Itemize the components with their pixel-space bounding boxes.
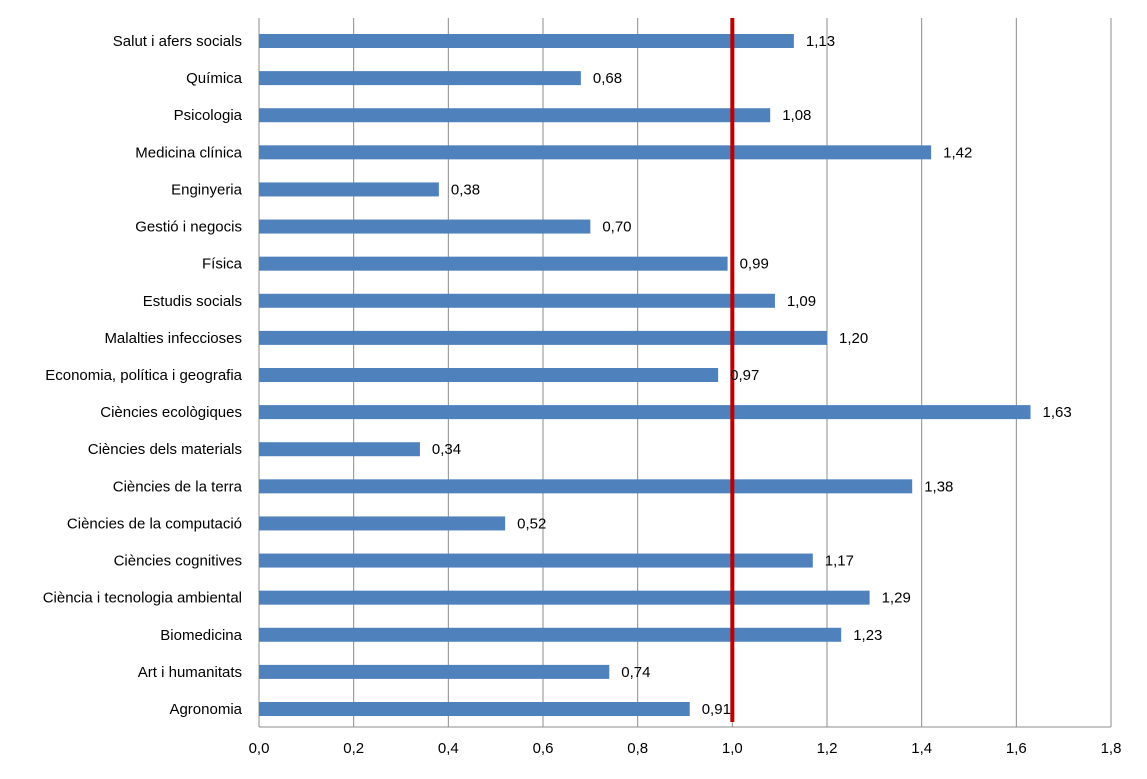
x-tick-label: 0,6 bbox=[533, 740, 554, 757]
category-label: Ciències cognitives bbox=[114, 553, 242, 570]
category-label: Química bbox=[186, 70, 243, 87]
x-tick-label: 0,4 bbox=[438, 740, 459, 757]
category-label: Ciències dels materials bbox=[88, 441, 242, 458]
category-label: Ciències de la terra bbox=[113, 478, 243, 495]
bar bbox=[259, 256, 728, 271]
data-label: 0,70 bbox=[602, 219, 631, 236]
bar bbox=[259, 219, 591, 234]
bar bbox=[259, 479, 913, 494]
category-label: Ciències de la computació bbox=[67, 515, 242, 532]
data-label: 0,68 bbox=[593, 70, 622, 87]
data-label: 0,38 bbox=[451, 181, 480, 198]
bar bbox=[259, 293, 775, 308]
x-tick-label: 1,4 bbox=[911, 740, 932, 757]
data-label: 0,99 bbox=[740, 256, 769, 273]
data-label: 0,97 bbox=[730, 367, 759, 384]
category-label: Ciències ecològiques bbox=[100, 404, 242, 421]
category-label: Agronomia bbox=[169, 701, 242, 718]
data-label: 1,29 bbox=[882, 590, 911, 607]
category-label: Enginyeria bbox=[171, 181, 243, 198]
category-label: Medicina clínica bbox=[135, 144, 242, 161]
data-label: 0,52 bbox=[517, 515, 546, 532]
category-label: Economia, política i geografia bbox=[45, 367, 242, 384]
data-label: 0,74 bbox=[621, 664, 650, 681]
bar bbox=[259, 627, 842, 642]
x-tick-label: 1,8 bbox=[1101, 740, 1122, 757]
bar bbox=[259, 368, 719, 382]
category-label: Art i humanitats bbox=[138, 664, 242, 681]
data-label: 1,17 bbox=[825, 553, 854, 570]
bar bbox=[259, 405, 1031, 420]
x-axis-ticks: 0,0 0,2 0,4 0,6 0,8 1,0 1,2 1,4 1,6 1,8 bbox=[249, 740, 1122, 757]
bar bbox=[259, 145, 932, 160]
data-label: 1,63 bbox=[1043, 404, 1072, 421]
category-label: Salut i afers socials bbox=[113, 33, 242, 50]
data-label: 1,13 bbox=[806, 33, 835, 50]
x-tick-label: 0,8 bbox=[627, 740, 648, 757]
category-label: Gestió i negocis bbox=[135, 219, 242, 236]
bar bbox=[259, 34, 794, 48]
category-label: Malalties infeccioses bbox=[104, 330, 242, 347]
bar bbox=[259, 330, 827, 345]
bar bbox=[259, 590, 870, 605]
bar bbox=[259, 553, 813, 568]
data-labels: 1,13 0,68 1,08 1,42 0,38 0,70 0,99 1,09 1,20 0,97… bbox=[432, 33, 1072, 718]
x-tick-label: 0,2 bbox=[343, 740, 364, 757]
data-label: 1,23 bbox=[853, 627, 882, 644]
data-label: 1,09 bbox=[787, 293, 816, 310]
category-label: Física bbox=[202, 256, 243, 273]
bar bbox=[259, 702, 690, 716]
category-label: Psicologia bbox=[174, 107, 243, 124]
bar bbox=[259, 71, 581, 86]
x-tick-label: 1,2 bbox=[817, 740, 838, 757]
data-label: 1,20 bbox=[839, 330, 868, 347]
bar bbox=[259, 442, 420, 457]
category-label: Ciència i tecnologia ambiental bbox=[43, 590, 242, 607]
x-tick-label: 1,6 bbox=[1006, 740, 1027, 757]
data-label: 1,42 bbox=[943, 144, 972, 161]
category-label: Estudis socials bbox=[143, 293, 242, 310]
data-label: 1,08 bbox=[782, 107, 811, 124]
data-label: 0,34 bbox=[432, 441, 461, 458]
data-label: 1,38 bbox=[924, 478, 953, 495]
bar bbox=[259, 182, 439, 197]
x-tick-label: 0,0 bbox=[249, 740, 270, 757]
bar bbox=[259, 516, 506, 531]
bar bbox=[259, 108, 771, 123]
bar bbox=[259, 664, 610, 679]
category-labels: Salut i afers socials Química Psicologia Me… bbox=[43, 33, 243, 718]
bars bbox=[259, 34, 1031, 716]
data-label: 0,91 bbox=[702, 701, 731, 718]
x-tick-label: 1,0 bbox=[722, 740, 743, 757]
category-label: Biomedicina bbox=[160, 627, 242, 644]
